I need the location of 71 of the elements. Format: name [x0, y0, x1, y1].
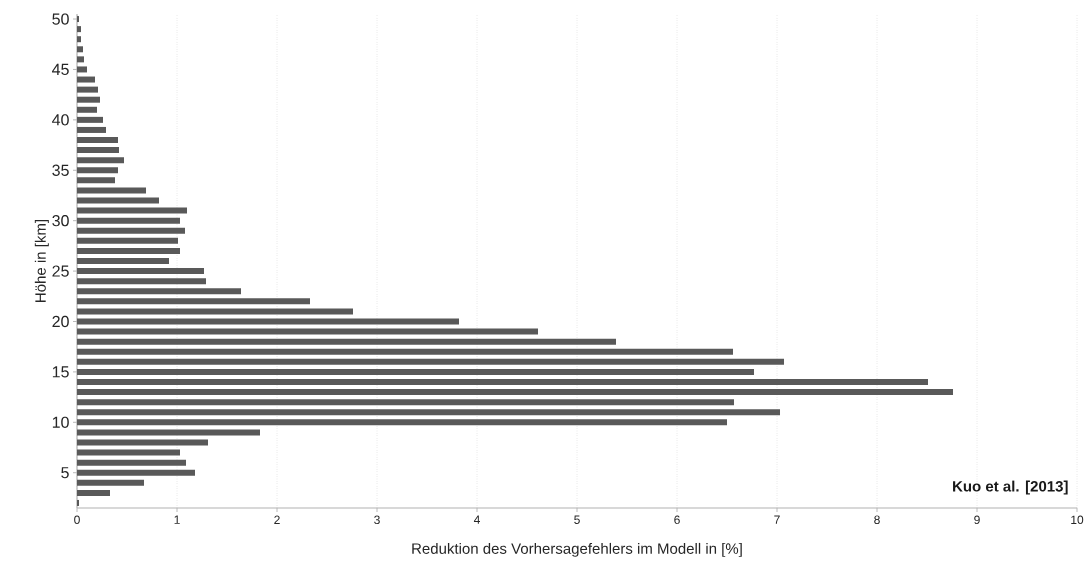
bar: [77, 247, 180, 254]
bar: [77, 46, 83, 53]
x-axis-title: Reduktion des Vorhersagefehlers im Modell in [%]: [412, 542, 742, 557]
bar: [77, 368, 755, 375]
bar: [77, 459, 186, 466]
x-tick-label: 10: [1071, 515, 1084, 525]
x-tick-label: 8: [874, 515, 880, 525]
bar: [77, 126, 106, 133]
bar: [77, 479, 144, 486]
x-tick-label: 6: [674, 515, 680, 525]
bar: [77, 348, 734, 355]
bar: [77, 288, 241, 295]
bar: [77, 147, 119, 154]
bar: [77, 338, 617, 345]
bar: [77, 258, 169, 264]
bar: [77, 268, 204, 275]
x-tick-label: 7: [774, 515, 780, 524]
bar: [77, 106, 97, 113]
bar: [77, 489, 110, 496]
bar: [77, 328, 539, 335]
y-tick-label: 35: [52, 164, 69, 176]
bar: [77, 469, 195, 476]
x-tick-label: 2: [274, 515, 280, 524]
bar: [77, 237, 178, 244]
bar: [77, 429, 260, 436]
bar: [77, 96, 100, 103]
y-tick-label: 5: [61, 467, 69, 479]
bar: [77, 439, 209, 446]
bar: [77, 36, 81, 43]
bar: [77, 449, 180, 456]
bar: [77, 399, 735, 406]
bar: [77, 298, 310, 305]
x-tick-label: 0: [74, 515, 80, 525]
bar: [77, 187, 146, 194]
y-tick-label: 30: [52, 215, 69, 227]
y-tick-label: 20: [52, 315, 69, 328]
bar: [77, 318, 459, 325]
y-tick-label: 10: [52, 416, 69, 428]
bar: [77, 389, 954, 396]
bar: [77, 116, 103, 123]
bar: [77, 167, 118, 174]
annotation: Kuo et al. [2013]: [953, 480, 1068, 495]
bar: [77, 227, 186, 234]
y-tick-label: 40: [52, 114, 69, 126]
bar: [77, 137, 118, 144]
x-tick-label: 3: [374, 515, 380, 525]
bar: [77, 378, 929, 385]
bar: [77, 419, 728, 426]
bar: [77, 76, 95, 83]
bar: [77, 197, 159, 204]
bar: [77, 308, 353, 315]
x-tick-label: 9: [974, 515, 980, 525]
bar: [77, 26, 81, 33]
y-axis-title: Höhe in [km]: [34, 220, 49, 302]
y-tick-label: 45: [52, 63, 69, 76]
x-tick-label: 1: [174, 515, 180, 524]
y-tick-label: 15: [52, 366, 69, 378]
bar: [77, 157, 124, 164]
bar: [77, 86, 98, 93]
x-tick-label: 5: [574, 515, 580, 524]
bar: [77, 278, 207, 285]
bar: [77, 177, 115, 184]
bar: [77, 217, 180, 224]
y-tick-label: 25: [52, 265, 69, 277]
bar: [77, 56, 84, 63]
x-tick-label: 4: [473, 515, 480, 524]
bar: [77, 66, 87, 73]
bar: [77, 409, 781, 416]
bar: [77, 358, 785, 365]
y-tick-label: 50: [52, 13, 69, 25]
bar: [77, 207, 187, 214]
